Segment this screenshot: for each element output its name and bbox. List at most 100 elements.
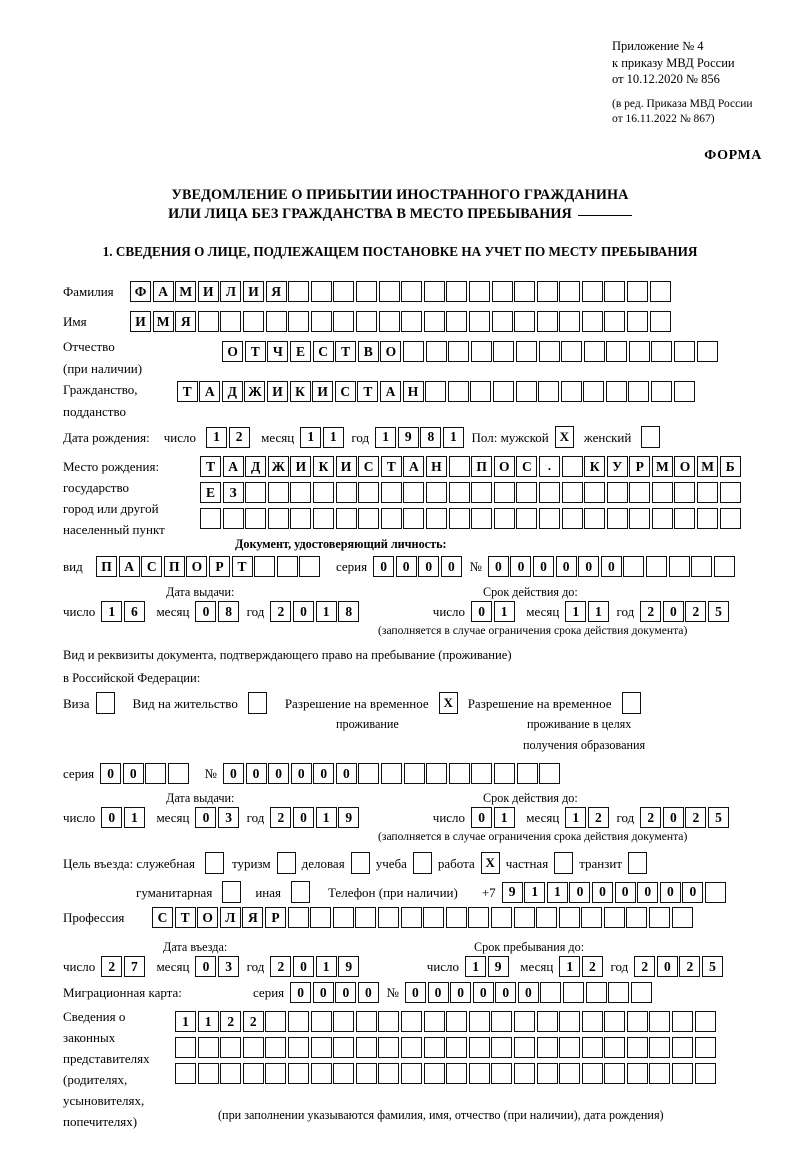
sex-female-label: женский bbox=[583, 429, 632, 445]
legal-rep-cells-2[interactable] bbox=[175, 1037, 717, 1058]
header-line-1: Приложение № 4 bbox=[612, 39, 704, 53]
purpose-official-checkbox[interactable] bbox=[204, 852, 224, 874]
permit-type-row: Виза Вид на жительство Разрешение на вре… bbox=[63, 692, 641, 714]
birthplace-city-label-1: город или другой bbox=[63, 501, 159, 516]
doc-series-label: серия bbox=[335, 559, 368, 574]
temp-residence-label-1: Разрешение на временное bbox=[284, 695, 429, 711]
temp-residence-edu-label-1: Разрешение на временное bbox=[467, 695, 612, 711]
purpose-private-checkbox[interactable] bbox=[554, 852, 574, 874]
legal-representatives-label-block: Сведения о законных представителях (роди… bbox=[63, 1006, 150, 1132]
legal-rep-cells-3[interactable] bbox=[175, 1063, 717, 1084]
doc-limited-note: (заполняется в случае ограничения срока … bbox=[378, 624, 688, 637]
sex-male-checkbox[interactable]: X bbox=[554, 426, 574, 448]
permit-valid-until-caption: Срок действия до: bbox=[483, 791, 578, 805]
phone-label: Телефон (при наличии) bbox=[327, 884, 458, 900]
temp-residence-checkbox[interactable]: X bbox=[438, 692, 458, 714]
phone-prefix: +7 bbox=[481, 884, 496, 900]
purpose-private-label: частная bbox=[505, 855, 549, 871]
purpose-business-checkbox[interactable] bbox=[350, 852, 370, 874]
visa-checkbox[interactable] bbox=[95, 692, 115, 714]
permit-issue-month-label: месяц bbox=[156, 810, 190, 825]
visa-label: Виза bbox=[63, 695, 90, 711]
temp-residence-edu-checkbox[interactable] bbox=[621, 692, 641, 714]
purpose-work-label: работа bbox=[437, 855, 475, 871]
permit-limited-note: (заполняется в случае ограничения срока … bbox=[378, 830, 688, 843]
birth-day-label: число bbox=[163, 429, 196, 445]
stay-until-caption: Срок пребывания до: bbox=[474, 940, 585, 954]
purpose-work-checkbox[interactable]: X bbox=[480, 852, 500, 874]
purpose-official-label: Цель въезда: служебная bbox=[63, 855, 195, 871]
purpose-row-2: гуманитарная иная Телефон (при наличии) … bbox=[136, 881, 728, 903]
residence-permit-checkbox[interactable] bbox=[247, 692, 267, 714]
header-line-2: к приказу МВД России bbox=[612, 55, 735, 70]
purpose-tourism-checkbox[interactable] bbox=[276, 852, 296, 874]
sex-male-label: Пол: мужской bbox=[471, 429, 549, 445]
legal-rep-label-2: законных bbox=[63, 1030, 116, 1045]
permit-heading-line-2: в Российской Федерации: bbox=[63, 671, 201, 685]
section-1-heading: 1. СВЕДЕНИЯ О ЛИЦЕ, ПОДЛЕЖАЩЕМ ПОСТАНОВК… bbox=[102, 244, 698, 259]
header-line-5: от 16.11.2022 № 867) bbox=[612, 113, 715, 125]
birthplace-cells-3[interactable] bbox=[200, 508, 742, 529]
birth-month-label: месяц bbox=[261, 429, 295, 445]
legal-rep-label-3: представителях bbox=[63, 1051, 150, 1066]
purpose-other-checkbox[interactable] bbox=[290, 881, 310, 903]
purpose-study-checkbox[interactable] bbox=[412, 852, 432, 874]
legal-rep-label-6: попечителях) bbox=[63, 1114, 138, 1129]
sex-female-checkbox[interactable] bbox=[641, 426, 661, 448]
form-title: УВЕДОМЛЕНИЕ О ПРИБЫТИИ ИНОСТРАННОГО ГРАЖ… bbox=[0, 186, 800, 224]
purpose-transit-checkbox[interactable] bbox=[628, 852, 648, 874]
permit-valid-day-label: число bbox=[432, 810, 466, 825]
purpose-humanitarian-checkbox[interactable] bbox=[222, 881, 242, 903]
citizenship-label-line-1: Гражданство, bbox=[63, 382, 138, 397]
stay-month-label: месяц bbox=[520, 959, 554, 974]
entry-date-caption: Дата въезда: bbox=[163, 940, 228, 954]
firstname-label: Имя bbox=[63, 314, 87, 329]
legal-rep-note: (при заполнении указываются фамилия, имя… bbox=[218, 1108, 664, 1122]
